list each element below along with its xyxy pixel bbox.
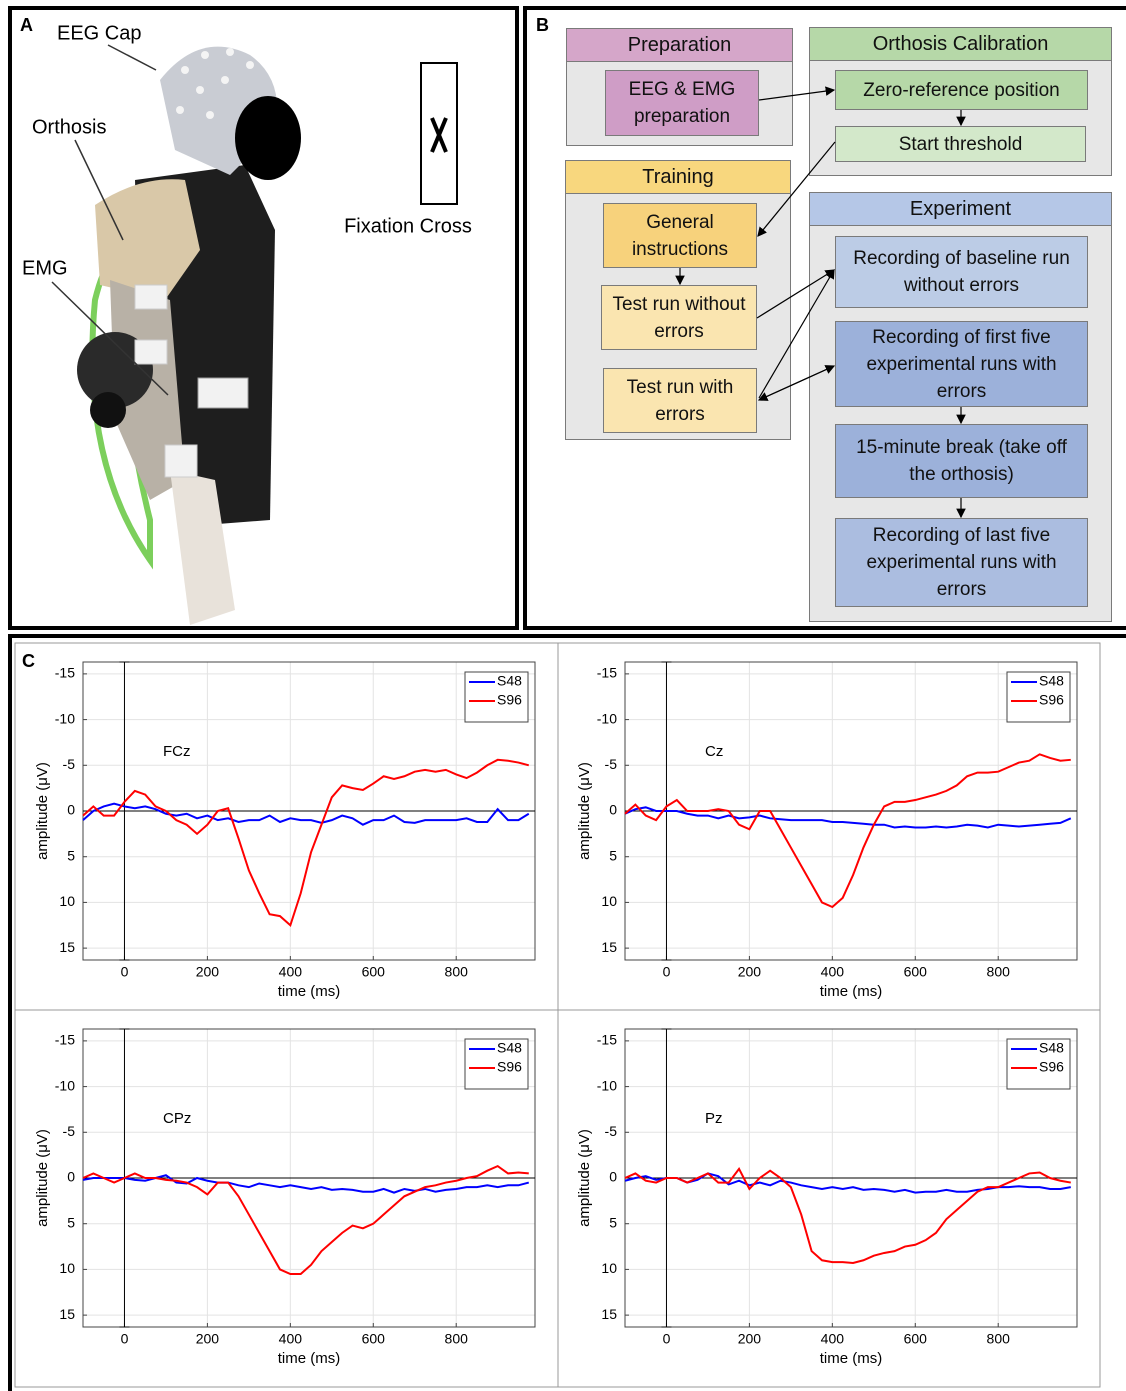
- y-tick-label: -10: [597, 1077, 617, 1093]
- x-tick-label: 600: [362, 1331, 386, 1347]
- y-tick-label: 15: [59, 939, 75, 955]
- x-tick-label: 200: [738, 964, 762, 980]
- channel-label: Cz: [705, 743, 723, 760]
- x-tick-label: 600: [904, 1331, 928, 1347]
- y-tick-label: 15: [59, 1306, 75, 1322]
- page: A B C EEG Cap Orthosis EMG Fixation Cros…: [0, 0, 1126, 1391]
- x-tick-label: 400: [821, 964, 845, 980]
- y-tick-label: -15: [55, 665, 75, 681]
- group-title: Orthosis Calibration: [810, 28, 1111, 61]
- y-tick-label: -15: [55, 1032, 75, 1048]
- x-tick-label: 200: [196, 1331, 220, 1347]
- y-axis-label: amplitude (μV): [576, 1129, 593, 1227]
- x-tick-label: 400: [279, 964, 303, 980]
- step-box: Start threshold: [835, 126, 1086, 162]
- y-tick-label: 10: [59, 1260, 75, 1276]
- y-tick-label: 0: [609, 802, 617, 818]
- y-tick-label: 10: [601, 893, 617, 909]
- x-axis-label: time (ms): [278, 1350, 341, 1367]
- x-tick-label: 800: [987, 964, 1011, 980]
- x-tick-label: 0: [663, 1331, 671, 1347]
- callout-label: EMG: [22, 257, 68, 279]
- channel-label: Pz: [705, 1110, 723, 1127]
- y-tick-label: -10: [55, 710, 75, 726]
- x-tick-label: 800: [445, 964, 469, 980]
- x-axis-label: time (ms): [278, 983, 341, 1000]
- legend-label: S48: [497, 673, 522, 689]
- y-tick-label: 5: [67, 847, 75, 863]
- y-tick-label: 15: [601, 1306, 617, 1322]
- fixation-label: Fixation Cross: [344, 215, 472, 237]
- y-tick-label: -5: [63, 756, 76, 772]
- channel-label: CPz: [163, 1110, 191, 1127]
- y-axis-label: amplitude (μV): [34, 762, 51, 860]
- legend-label: S96: [497, 1059, 522, 1075]
- y-tick-label: 10: [59, 893, 75, 909]
- y-tick-label: 15: [601, 939, 617, 955]
- y-tick-label: 0: [609, 1169, 617, 1185]
- y-tick-label: -15: [597, 665, 617, 681]
- person-illustration: [52, 45, 457, 625]
- step-box: General instructions: [603, 203, 757, 268]
- group-title: Experiment: [810, 193, 1111, 226]
- y-tick-label: -15: [597, 1032, 617, 1048]
- y-tick-label: -10: [597, 710, 617, 726]
- step-box: Recording of baseline run without errors: [835, 236, 1088, 308]
- legend-label: S96: [1039, 1059, 1064, 1075]
- panel-label: B: [536, 15, 549, 35]
- y-axis-label: amplitude (μV): [576, 762, 593, 860]
- legend-label: S48: [1039, 673, 1064, 689]
- y-tick-label: 10: [601, 1260, 617, 1276]
- channel-label: FCz: [163, 743, 191, 760]
- x-tick-label: 800: [987, 1331, 1011, 1347]
- x-tick-label: 200: [738, 1331, 762, 1347]
- x-tick-label: 0: [121, 1331, 129, 1347]
- step-box: Test run without errors: [601, 285, 757, 350]
- y-tick-label: 0: [67, 1169, 75, 1185]
- step-box: Recording of first five experimental run…: [835, 321, 1088, 407]
- group-title: Training: [566, 161, 790, 194]
- callout-label: Orthosis: [32, 116, 106, 138]
- legend-label: S96: [1039, 692, 1064, 708]
- step-box: 15-minute break (take off the orthosis): [835, 424, 1088, 498]
- y-tick-label: 0: [67, 802, 75, 818]
- x-tick-label: 200: [196, 964, 220, 980]
- legend-label: S96: [497, 692, 522, 708]
- y-tick-label: -5: [605, 1123, 618, 1139]
- x-tick-label: 400: [279, 1331, 303, 1347]
- panel-label: A: [20, 15, 33, 35]
- y-axis-label: amplitude (μV): [34, 1129, 51, 1227]
- group-title: Preparation: [567, 29, 792, 62]
- x-tick-label: 600: [362, 964, 386, 980]
- step-box: Recording of last five experimental runs…: [835, 518, 1088, 607]
- x-tick-label: 600: [904, 964, 928, 980]
- x-tick-label: 0: [121, 964, 129, 980]
- step-box: EEG & EMG preparation: [605, 70, 759, 136]
- y-tick-label: 5: [67, 1214, 75, 1230]
- legend-label: S48: [497, 1040, 522, 1056]
- y-tick-label: -5: [63, 1123, 76, 1139]
- callout-label: EEG Cap: [57, 22, 141, 44]
- panel-label: C: [22, 651, 35, 671]
- y-tick-label: -10: [55, 1077, 75, 1093]
- x-axis-label: time (ms): [820, 983, 883, 1000]
- step-box: Zero-reference position: [835, 70, 1088, 110]
- x-tick-label: 800: [445, 1331, 469, 1347]
- y-tick-label: 5: [609, 1214, 617, 1230]
- legend-label: S48: [1039, 1040, 1064, 1056]
- step-box: Test run with errors: [603, 368, 757, 433]
- y-tick-label: 5: [609, 847, 617, 863]
- y-tick-label: -5: [605, 756, 618, 772]
- x-tick-label: 400: [821, 1331, 845, 1347]
- x-axis-label: time (ms): [820, 1350, 883, 1367]
- x-tick-label: 0: [663, 964, 671, 980]
